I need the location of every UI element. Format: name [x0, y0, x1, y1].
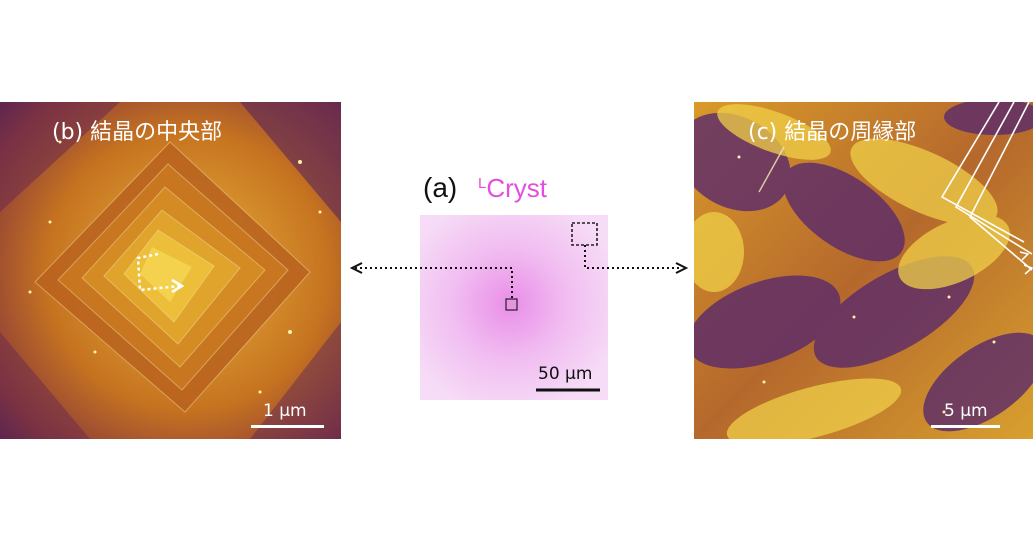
sample-name-text: Cryst: [486, 173, 548, 203]
sample-prefix: L: [478, 175, 487, 192]
panel-b-title: (b) 結晶の中央部: [52, 120, 223, 145]
scalebar-b-label: 1 μm: [263, 401, 307, 421]
connector-to-center: [354, 267, 513, 298]
scalebar-c: [931, 425, 1000, 428]
connector-to-edge: [584, 245, 682, 269]
scalebar-c-label: 5 μm: [944, 401, 988, 421]
sample-name: LCryst: [478, 173, 547, 204]
edge-region-box: [571, 222, 598, 246]
spiral-direction-arrow: [136, 252, 185, 294]
center-region-box: [505, 298, 518, 311]
scalebar-a-label: 50 μm: [538, 364, 593, 384]
afm-center-graphic: [0, 102, 341, 439]
step-lines: [940, 102, 1033, 271]
afm-edge-graphic: [694, 102, 1033, 439]
panel-c-title: (c) 結晶の周縁部: [748, 120, 917, 145]
optical-graphic: [420, 215, 608, 400]
afm-image-center: (b) 結晶の中央部 1 μm: [0, 102, 341, 439]
panel-a-label: (a): [423, 172, 458, 203]
afm-image-edge: (c) 結晶の周縁部 5 μm: [694, 102, 1033, 439]
arrowhead-left: [349, 262, 363, 274]
arrowhead-right: [675, 262, 689, 274]
scalebar-b: [251, 425, 324, 428]
optical-image: 50 μm: [420, 215, 608, 400]
